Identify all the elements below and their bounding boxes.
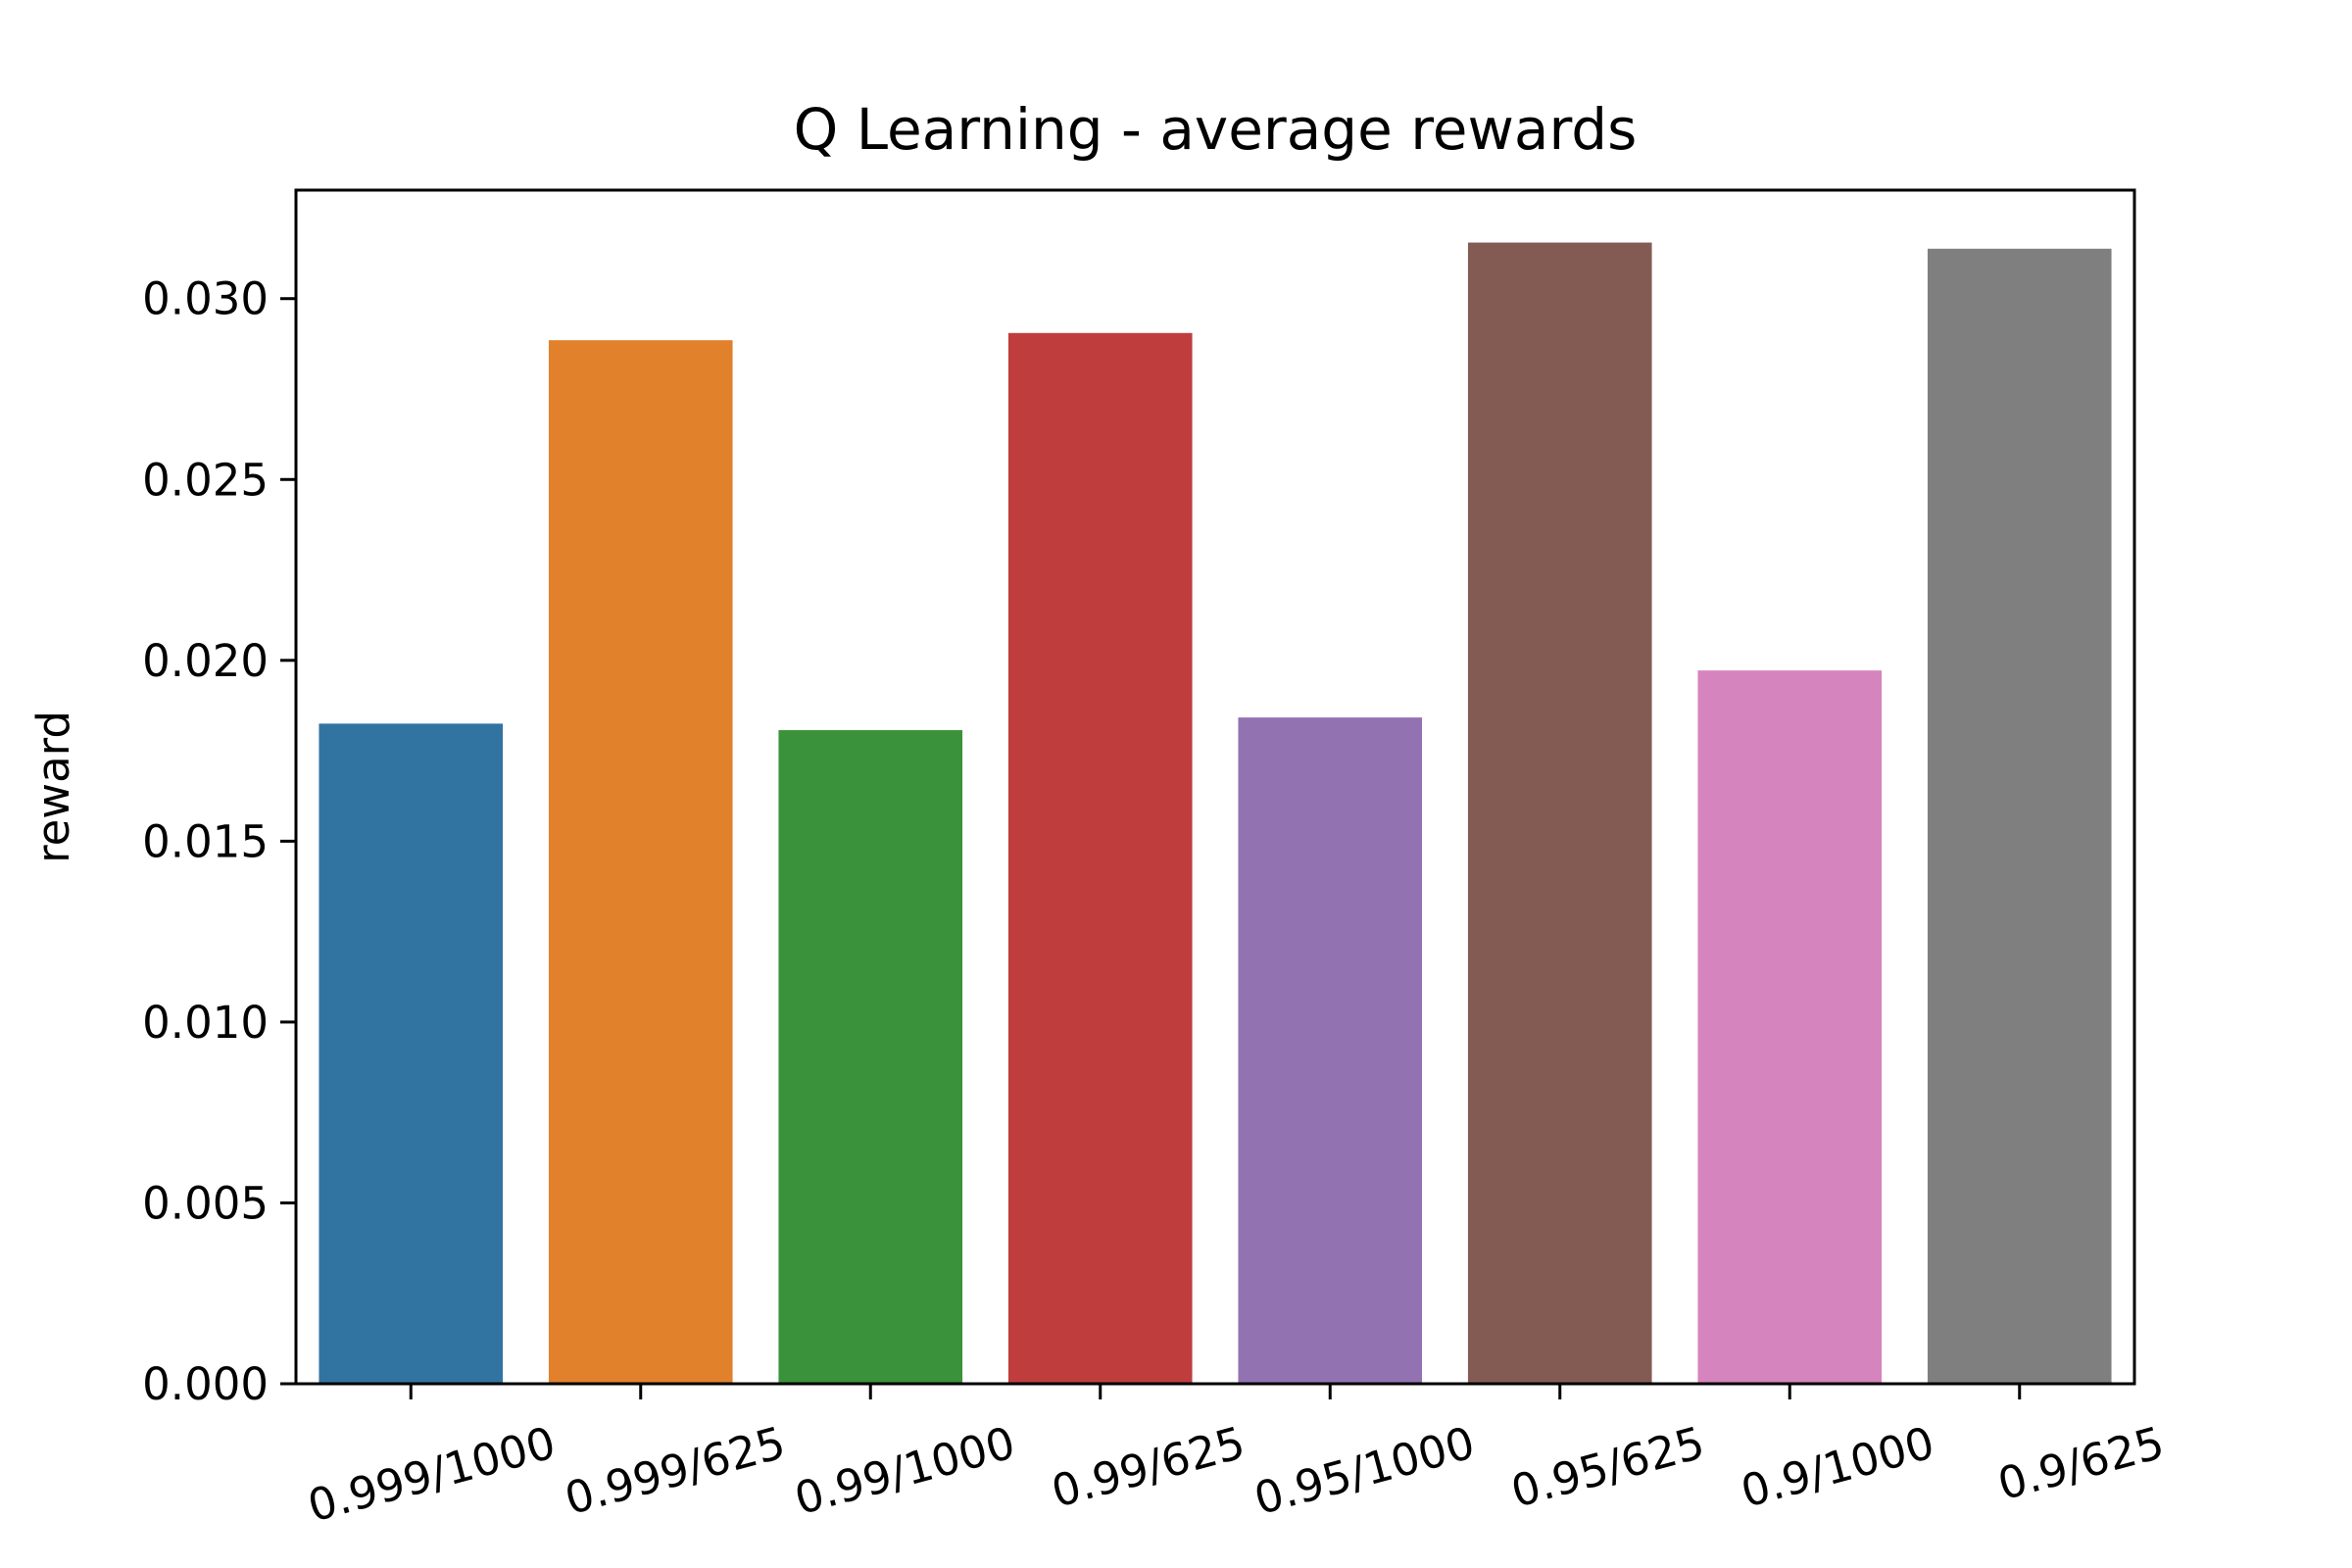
y-tick-label-2: 0.010 bbox=[142, 997, 269, 1049]
chart-title: Q Learning - average rewards bbox=[794, 96, 1638, 163]
y-tick-label-0: 0.000 bbox=[142, 1358, 269, 1410]
bar-6 bbox=[1697, 670, 1883, 1384]
bar-0 bbox=[318, 723, 504, 1384]
y-tick-label-3: 0.015 bbox=[142, 815, 269, 867]
y-tick-label-5: 0.025 bbox=[142, 454, 269, 506]
y-axis: 0.000 0.005 0.010 0.015 0.020 0.025 0.030 bbox=[142, 273, 296, 1410]
bar-5 bbox=[1467, 242, 1652, 1384]
bar-7 bbox=[1927, 248, 2112, 1384]
bar-4 bbox=[1238, 717, 1423, 1384]
bar-2 bbox=[778, 730, 963, 1384]
bar-3 bbox=[1007, 332, 1193, 1385]
y-tick-label-6: 0.030 bbox=[142, 273, 269, 325]
bars-group bbox=[318, 242, 2112, 1385]
y-tick-label-1: 0.005 bbox=[142, 1177, 269, 1229]
y-axis-label: reward bbox=[27, 710, 79, 863]
y-tick-label-4: 0.020 bbox=[142, 635, 269, 687]
bar-1 bbox=[548, 340, 733, 1384]
plot-frame bbox=[294, 188, 2136, 1386]
